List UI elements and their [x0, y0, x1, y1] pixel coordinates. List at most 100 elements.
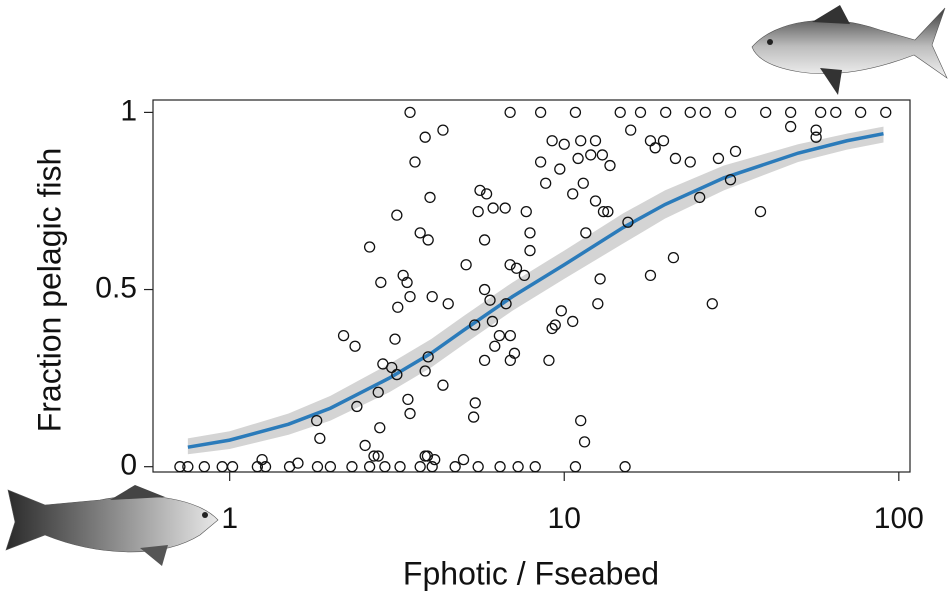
point — [518, 269, 531, 282]
point — [575, 414, 587, 427]
point — [699, 106, 711, 119]
point — [422, 351, 434, 363]
point — [422, 234, 434, 246]
point — [429, 453, 441, 466]
point — [729, 145, 742, 158]
point — [504, 106, 516, 119]
point — [754, 205, 767, 218]
point — [543, 354, 555, 367]
point — [424, 191, 436, 204]
point — [314, 432, 326, 444]
point — [512, 461, 524, 473]
point — [555, 305, 567, 317]
point — [569, 461, 582, 473]
point — [585, 149, 597, 161]
point — [489, 340, 501, 352]
point — [784, 106, 797, 119]
x-tick-label: 10 — [548, 502, 581, 535]
point — [644, 135, 657, 147]
point — [669, 152, 682, 165]
point — [442, 298, 454, 310]
point — [580, 227, 592, 239]
point — [363, 461, 376, 473]
point — [546, 135, 558, 147]
point — [457, 453, 470, 466]
point — [351, 400, 363, 413]
point — [469, 397, 481, 409]
point — [404, 106, 416, 119]
point — [604, 159, 616, 172]
y-axis-title: Fraction pelagic fish — [31, 148, 67, 433]
point — [529, 461, 541, 473]
point — [216, 461, 228, 473]
point — [460, 259, 472, 271]
point — [589, 195, 602, 207]
point — [426, 461, 438, 473]
point — [349, 340, 361, 352]
point — [391, 209, 403, 221]
point — [504, 259, 516, 271]
point — [499, 202, 511, 214]
point — [493, 329, 506, 342]
point — [419, 131, 431, 143]
point — [324, 461, 337, 473]
point — [484, 294, 496, 306]
point — [414, 461, 426, 473]
point — [667, 252, 680, 264]
point — [712, 152, 725, 165]
y-tick-label: 1 — [120, 94, 137, 127]
point — [855, 106, 867, 119]
point — [311, 461, 324, 473]
point — [346, 461, 358, 473]
x-tick-label: 100 — [874, 502, 924, 535]
point — [359, 439, 371, 452]
point — [760, 106, 772, 119]
point — [478, 283, 491, 296]
point — [437, 124, 449, 136]
point — [402, 393, 414, 406]
point — [392, 301, 404, 313]
point — [494, 461, 506, 473]
point — [487, 202, 499, 214]
point — [474, 184, 486, 196]
y-tick-label: 0 — [120, 449, 137, 482]
point — [469, 319, 481, 331]
point — [510, 262, 523, 274]
point — [880, 106, 892, 119]
point — [534, 106, 547, 119]
y-tick-label: 0.5 — [95, 271, 137, 304]
point — [409, 156, 421, 168]
point — [404, 290, 416, 303]
point — [592, 298, 604, 310]
point — [546, 322, 558, 335]
plot-frame — [152, 99, 911, 473]
point — [480, 188, 493, 200]
point — [426, 290, 438, 303]
point — [472, 205, 484, 218]
point — [706, 298, 718, 310]
point — [602, 205, 614, 218]
point — [784, 120, 797, 133]
point — [256, 453, 268, 466]
point — [375, 276, 387, 289]
point — [594, 273, 606, 285]
point — [558, 138, 570, 150]
point — [394, 461, 406, 473]
point — [724, 174, 737, 186]
point — [694, 191, 706, 204]
fit-line — [187, 131, 884, 449]
point — [830, 106, 842, 119]
point — [374, 422, 386, 434]
point — [549, 319, 561, 331]
x-tick-label: 1 — [221, 502, 238, 535]
point — [372, 386, 384, 398]
point — [292, 457, 304, 469]
point — [540, 177, 552, 189]
point — [520, 205, 532, 218]
point — [478, 354, 491, 367]
point — [372, 450, 384, 462]
point — [724, 106, 737, 119]
point — [449, 461, 461, 473]
point — [619, 461, 631, 473]
